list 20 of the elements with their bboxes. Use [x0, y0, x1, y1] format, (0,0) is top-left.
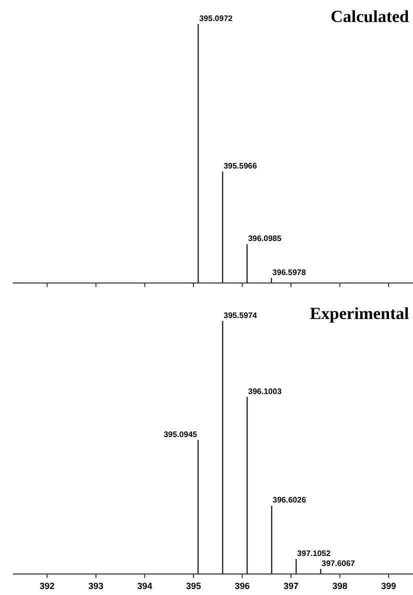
annotation: 395.5974	[224, 311, 258, 320]
x-tick-label: 396	[234, 581, 250, 591]
x-tick-label: 394	[137, 581, 152, 591]
x-tick-label: 392	[40, 581, 55, 591]
x-tick-label: 393	[88, 581, 104, 591]
annotation: 396.6026	[272, 496, 307, 505]
x-tick-label: 397	[284, 581, 299, 591]
annotation: 396.1003	[248, 386, 282, 396]
annotation: 396.5978	[272, 268, 306, 277]
x-tick-label: 395	[186, 581, 202, 591]
annotation: 397.1052	[297, 548, 332, 558]
x-tick-label: 399	[381, 581, 396, 591]
annotation: 397.6067	[322, 558, 356, 568]
chart-title: Calculated	[330, 7, 410, 26]
annotation: 395.0945	[164, 430, 198, 439]
annotation: 395.5966	[224, 162, 258, 171]
annotation: 395.0972	[199, 14, 234, 23]
x-tick-label: 398	[332, 581, 348, 591]
annotation: 396.0985	[248, 234, 282, 244]
chart-title: Experimental	[310, 304, 410, 323]
